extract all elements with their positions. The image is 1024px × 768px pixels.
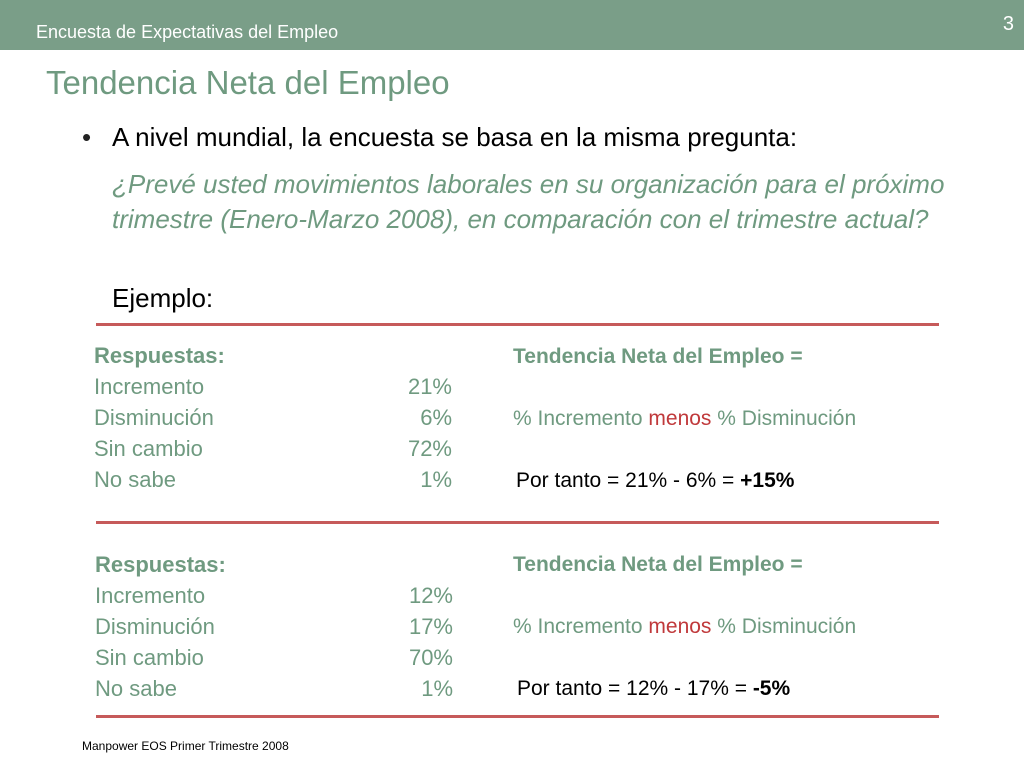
tne-heading: Tendencia Neta del Empleo =: [513, 553, 803, 576]
responses-heading: Respuestas:: [94, 343, 225, 368]
page-number: 3: [1002, 13, 1014, 35]
response-row-disminucion: Disminución 17%: [95, 614, 453, 640]
bullet-text: A nivel mundial, la encuesta se basa en …: [112, 122, 798, 152]
response-label: Incremento: [95, 583, 206, 608]
formula-prefix: % Incremento: [513, 615, 649, 638]
header-title: Encuesta de Expectativas del Empleo: [36, 22, 339, 42]
header-bar: Encuesta de Expectativas del Empleo 3: [0, 0, 1024, 50]
tne-heading: Tendencia Neta del Empleo =: [513, 345, 803, 368]
response-value: 6%: [420, 405, 452, 430]
response-value: 72%: [407, 436, 452, 461]
tne-formula: % Incremento menos % Disminución: [513, 407, 856, 431]
example-label: Ejemplo:: [112, 283, 214, 313]
response-row-no-sabe: No sabe 1%: [94, 467, 452, 493]
formula-menos: menos: [648, 407, 712, 430]
response-label: Disminución: [94, 405, 214, 430]
response-row-incremento: Incremento 21%: [94, 374, 452, 400]
response-value: 70%: [408, 645, 453, 670]
response-label: Sin cambio: [95, 645, 204, 670]
response-label: No sabe: [95, 676, 177, 701]
result-prefix: Por tanto = 12% - 17% =: [517, 677, 753, 700]
response-row-sin-cambio: Sin cambio 70%: [95, 645, 453, 671]
tne-formula: % Incremento menos % Disminución: [513, 615, 856, 639]
tne-result: Por tanto = 21% - 6% = +15%: [516, 469, 794, 493]
response-row-sin-cambio: Sin cambio 72%: [94, 436, 452, 462]
footer-text: Manpower EOS Primer Trimestre 2008: [82, 739, 289, 753]
divider-top: [96, 323, 939, 326]
divider-bottom: [96, 715, 939, 718]
divider-middle: [96, 521, 939, 524]
result-value: -5%: [752, 677, 791, 700]
formula-menos: menos: [648, 615, 712, 638]
formula-suffix: % Disminución: [711, 615, 857, 638]
response-value: 21%: [407, 374, 452, 399]
formula-suffix: % Disminución: [711, 407, 857, 430]
response-label: Sin cambio: [94, 436, 203, 461]
tne-result: Por tanto = 12% - 17% = -5%: [517, 677, 790, 701]
response-label: Disminución: [95, 614, 215, 639]
responses-heading: Respuestas:: [95, 552, 226, 577]
slide-title: Tendencia Neta del Empleo: [46, 64, 450, 101]
result-prefix: Por tanto = 21% - 6% =: [516, 469, 741, 492]
survey-question: ¿Prevé usted movimientos laborales en su…: [112, 169, 945, 234]
response-row-incremento: Incremento 12%: [95, 583, 453, 609]
response-label: No sabe: [94, 467, 176, 492]
response-value: 12%: [408, 583, 453, 608]
response-value: 1%: [421, 676, 453, 701]
response-row-disminucion: Disminución 6%: [94, 405, 452, 431]
response-value: 17%: [408, 614, 453, 639]
result-value: +15%: [740, 469, 795, 492]
response-row-no-sabe: No sabe 1%: [95, 676, 453, 702]
response-label: Incremento: [94, 374, 205, 399]
formula-prefix: % Incremento: [513, 407, 649, 430]
response-value: 1%: [420, 467, 452, 492]
bullet-dot-icon: •: [82, 122, 92, 152]
